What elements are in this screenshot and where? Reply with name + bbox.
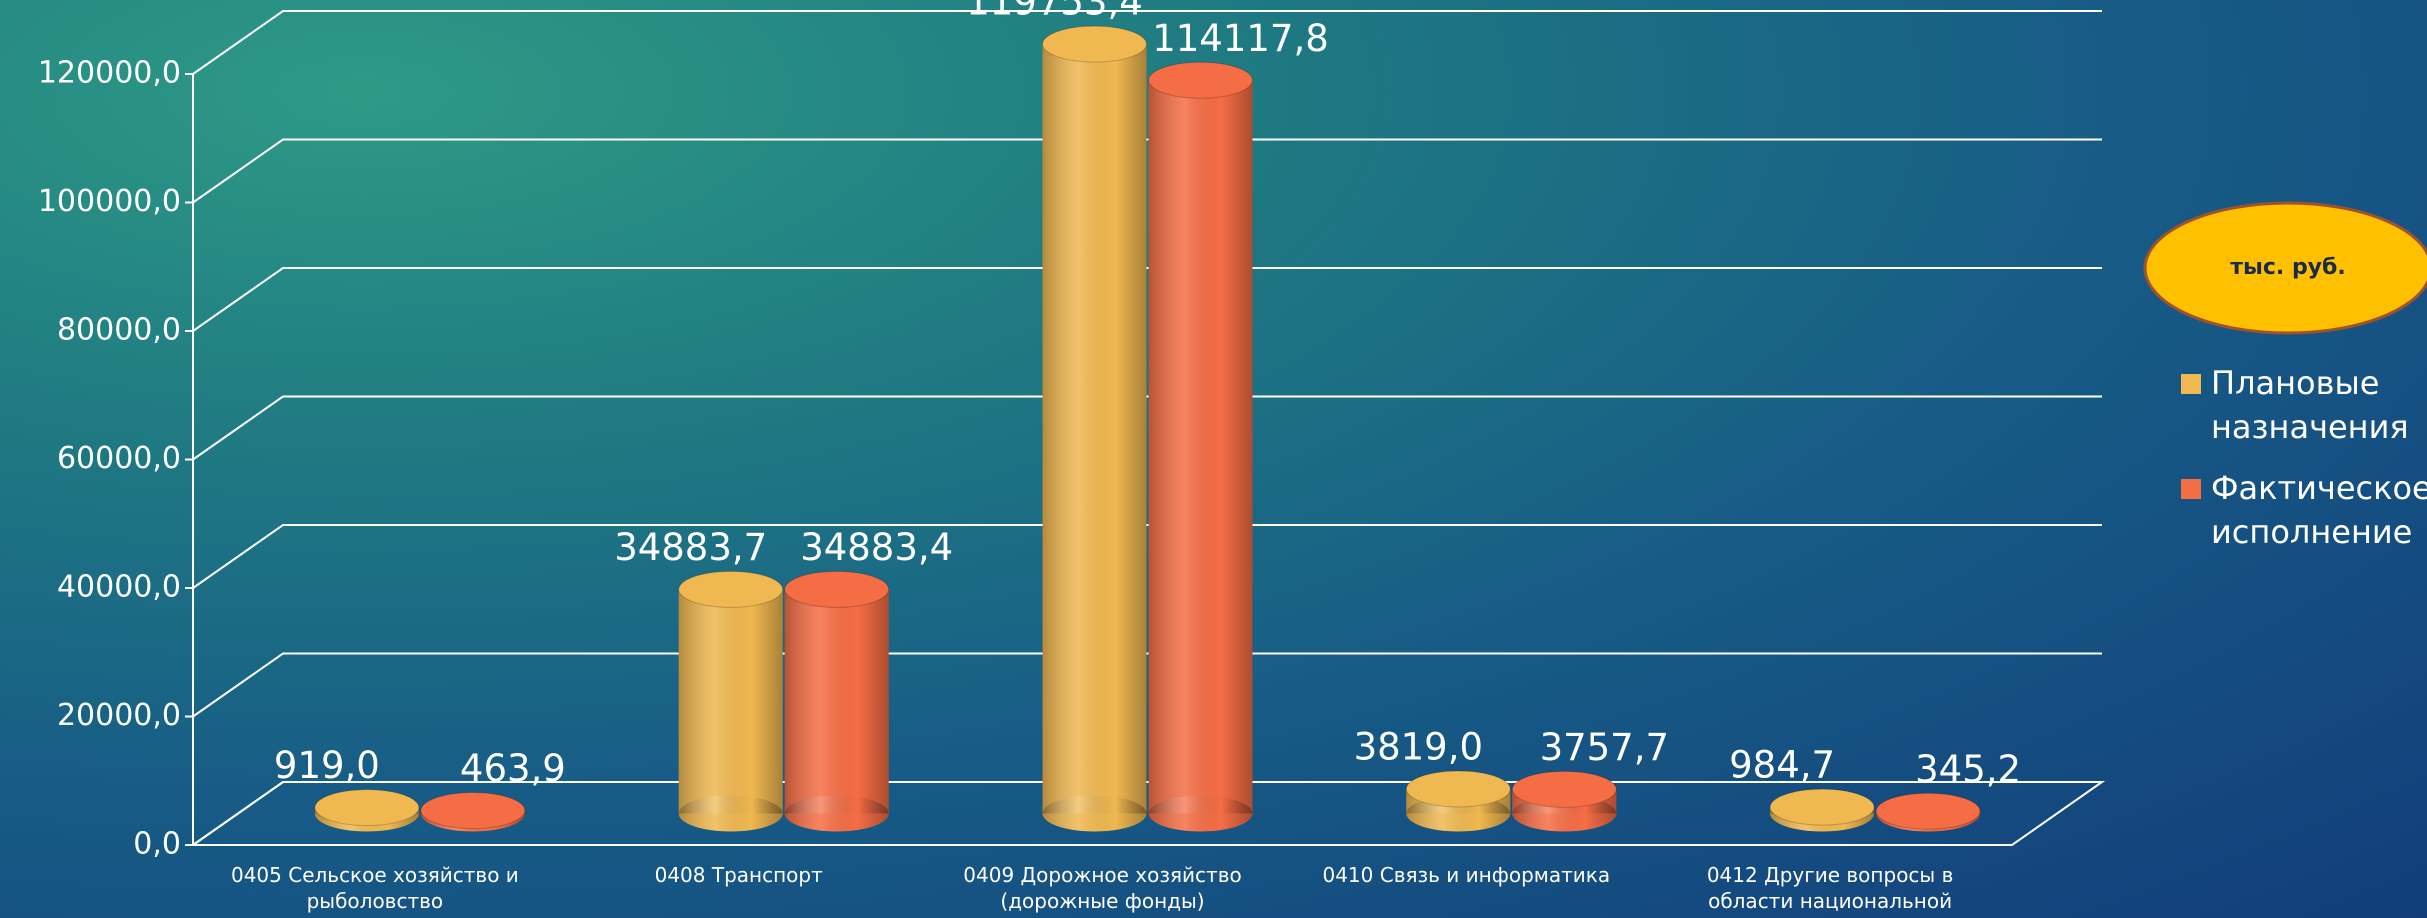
cylinder xyxy=(1148,61,1253,832)
cylinder-shade xyxy=(678,589,783,814)
cylinder xyxy=(1405,770,1511,832)
cylinder xyxy=(678,570,784,832)
legend-label-line: назначения xyxy=(2211,408,2409,446)
y-tick-label: 0,0 xyxy=(133,827,181,862)
legend-swatch xyxy=(2181,374,2201,394)
cylinder-bottom-shade xyxy=(1148,795,1253,832)
cylinder-shade xyxy=(784,589,889,814)
value-label: 34883,4 xyxy=(800,526,953,569)
legend-swatch xyxy=(2181,479,2201,499)
x-tick-label: 0410 Связь и информатика xyxy=(1322,863,1611,887)
value-label: 984,7 xyxy=(1729,744,1835,787)
cylinder-top xyxy=(420,792,526,830)
cylinder xyxy=(314,789,420,832)
cylinder-bottom-shade xyxy=(678,795,783,832)
grid-line xyxy=(192,524,2102,589)
x-tick-label: 0408 Транспорт xyxy=(654,863,823,887)
legend-label: Плановые назначения xyxy=(2211,364,2409,446)
grid-line xyxy=(192,10,2102,75)
grid-line xyxy=(192,652,2102,718)
unit-badge xyxy=(2143,201,2427,335)
unit-label: тыс. руб. xyxy=(2230,255,2346,280)
y-tick-label: 80000,0 xyxy=(57,313,181,348)
cylinder-top xyxy=(678,570,784,608)
cylinder-top xyxy=(1405,770,1511,808)
value-label: 3819,0 xyxy=(1354,725,1483,768)
legend-label-line: Фактическое xyxy=(2211,469,2427,507)
grid-line xyxy=(192,267,2102,332)
cylinder xyxy=(1511,770,1617,832)
value-label: 34883,7 xyxy=(614,526,767,569)
legend-label-line: исполнение xyxy=(2211,513,2412,551)
value-label: 919,0 xyxy=(274,744,380,787)
y-tick-label: 60000,0 xyxy=(57,441,181,476)
cylinder-top xyxy=(1042,25,1147,63)
y-tick-label: 100000,0 xyxy=(38,184,181,219)
cylinder-top xyxy=(1148,61,1253,99)
y-tick-label: 40000,0 xyxy=(57,570,181,605)
cylinder-top xyxy=(784,570,890,608)
value-label: 119753,4 xyxy=(966,0,1143,24)
legend-label: Фактическое исполнение xyxy=(2211,469,2427,551)
cylinder-bottom-shade xyxy=(1042,795,1147,832)
legend-label-line: Плановые xyxy=(2211,364,2390,402)
value-label: 3757,7 xyxy=(1540,726,1669,769)
cylinder xyxy=(1042,25,1147,832)
cylinder-top xyxy=(1511,770,1617,808)
cylinder-top xyxy=(1875,792,1981,830)
x-tick-label: 0405 Сельское хозяйство и рыболовство xyxy=(230,863,519,913)
y-tick-label: 120000,0 xyxy=(38,56,181,91)
value-label: 114117,8 xyxy=(1152,17,1329,60)
grid-line xyxy=(192,138,2102,204)
cylinder-bottom-shade xyxy=(784,795,889,832)
value-label: 345,2 xyxy=(1915,748,2021,791)
cylinder xyxy=(784,570,890,832)
cylinder-shade xyxy=(1148,80,1253,814)
cylinder xyxy=(420,792,526,832)
x-tick-label: 0409 Дорожное хозяйство (дорожные фонды) xyxy=(963,863,1242,913)
grid-line xyxy=(192,395,2102,461)
cylinder-top xyxy=(1769,788,1875,826)
cylinder xyxy=(1769,788,1875,832)
cylinder-shade xyxy=(1042,44,1147,814)
y-tick-label: 20000,0 xyxy=(57,698,181,733)
value-label: 463,9 xyxy=(460,747,566,790)
cylinder xyxy=(1875,792,1981,832)
x-tick-label: 0412 Другие вопросы в области национальн… xyxy=(1706,863,1954,918)
cylinder-top xyxy=(314,789,420,827)
